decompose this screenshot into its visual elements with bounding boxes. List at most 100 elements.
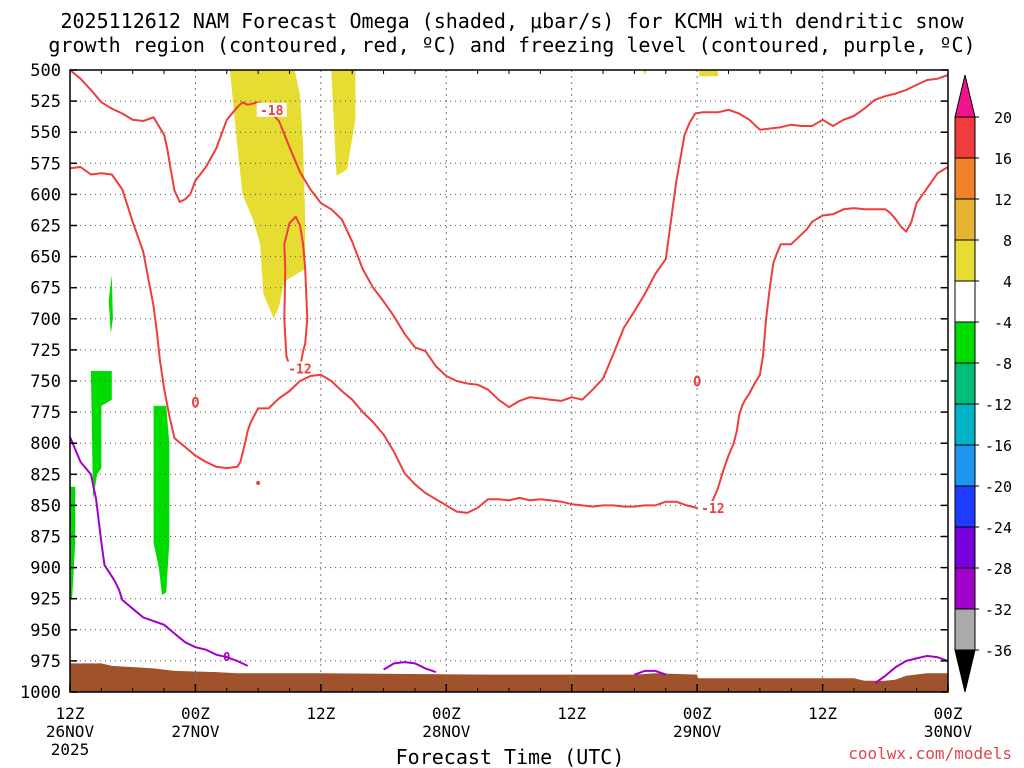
dgz-contour-1 bbox=[283, 215, 309, 370]
omega-region-2 bbox=[699, 70, 718, 77]
dgz-label-backdrop-0 bbox=[256, 102, 287, 117]
freezing-level-contour-0 bbox=[69, 436, 249, 667]
dgz-small-ring-0 bbox=[191, 396, 199, 408]
colorbar-label-3: 8 bbox=[1003, 232, 1012, 250]
y-tick-label-11: 775 bbox=[30, 403, 61, 423]
y-tick-label-3: 575 bbox=[30, 154, 61, 174]
colorbar-legend: 20 16 12 8 4 -4 -8 -12 -16 -20 -24 -28 -32 -36 bbox=[954, 74, 1012, 693]
dgz-contour-2 bbox=[69, 166, 949, 514]
dgz-contour-label-0: -18 bbox=[260, 104, 284, 119]
colorbar-bin-4 bbox=[954, 280, 976, 323]
colorbar-label-9: -20 bbox=[985, 478, 1012, 496]
x-tick-label-0-line3: 2025 bbox=[51, 740, 90, 759]
colorbar-bin-2 bbox=[954, 198, 976, 241]
colorbar-label-10: -24 bbox=[985, 519, 1012, 537]
colorbar-bin-6 bbox=[954, 362, 976, 405]
colorbar-bin-0 bbox=[954, 116, 976, 159]
y-tick-label-7: 675 bbox=[30, 279, 61, 299]
colorbar-label-6: -8 bbox=[994, 355, 1012, 373]
omega-region-1 bbox=[331, 70, 356, 176]
y-tick-label-4: 600 bbox=[30, 185, 61, 205]
x-tick-label-3-line2: 28NOV bbox=[422, 722, 471, 741]
dgz-contour-0 bbox=[69, 69, 949, 409]
y-tick-label-13: 825 bbox=[30, 465, 61, 485]
freezing-level-contour-2 bbox=[634, 669, 667, 676]
plot-area: 0 -18 -12 -12 bbox=[69, 69, 949, 693]
x-tick-label-5-line1: 00Z bbox=[683, 704, 712, 723]
y-tick-label-14: 850 bbox=[30, 496, 61, 516]
colorbar-label-4: 4 bbox=[1003, 273, 1012, 291]
x-tick-label-7-line2: 30NOV bbox=[924, 722, 973, 741]
chart-title-line1: 2025112612 NAM Forecast Omega (shaded, μ… bbox=[60, 9, 964, 33]
colorbar-bin-8 bbox=[954, 444, 976, 487]
colorbar-bin-3 bbox=[954, 239, 976, 282]
y-tick-label-19: 975 bbox=[30, 652, 61, 672]
colorbar-label-8: -16 bbox=[985, 437, 1012, 455]
dgz-label-backdrop-2 bbox=[697, 500, 728, 515]
y-tick-label-18: 950 bbox=[30, 621, 61, 641]
x-tick-label-3-line1: 00Z bbox=[432, 704, 461, 723]
y-tick-label-2: 550 bbox=[30, 123, 61, 143]
colorbar-underflow-bottom bbox=[954, 649, 976, 693]
colorbar-bin-10 bbox=[954, 526, 976, 569]
colorbar-label-7: -12 bbox=[985, 396, 1012, 414]
y-tick-label-10: 750 bbox=[30, 372, 61, 392]
freezing-level-contour-3 bbox=[874, 654, 949, 685]
x-tick-label-5-line2: 29NOV bbox=[673, 722, 722, 741]
omega-region-4 bbox=[108, 275, 113, 334]
x-tick-label-6-line1: 12Z bbox=[808, 704, 837, 723]
colorbar-bin-5 bbox=[954, 321, 976, 364]
omega-region-6 bbox=[153, 405, 170, 595]
y-tick-label-20: 1000 bbox=[20, 683, 61, 703]
colorbar-overflow-top bbox=[954, 74, 976, 118]
y-tick-label-5: 625 bbox=[30, 217, 61, 237]
x-tick-label-7-line1: 00Z bbox=[934, 704, 963, 723]
x-tick-label-4-line1: 12Z bbox=[557, 704, 586, 723]
colorbar-bin-9 bbox=[954, 485, 976, 528]
y-tick-label-6: 650 bbox=[30, 248, 61, 268]
y-tick-label-15: 875 bbox=[30, 528, 61, 548]
terrain-surface bbox=[70, 663, 948, 692]
dgz-contour-label-2: -12 bbox=[701, 502, 724, 517]
dgz-label-backdrop-1 bbox=[284, 361, 315, 376]
credit-text: coolwx.com/models bbox=[848, 744, 1012, 763]
y-tick-label-9: 725 bbox=[30, 341, 61, 361]
x-tick-label-1-line2: 27NOV bbox=[171, 722, 220, 741]
colorbar-label-12: -32 bbox=[985, 601, 1012, 619]
colorbar-label-13: -36 bbox=[985, 642, 1012, 660]
y-tick-label-0: 500 bbox=[30, 61, 61, 81]
y-axis: 500 525 550 575 600 625 650 675 700 725 750 775 800 8… bbox=[20, 61, 948, 703]
y-tick-label-12: 800 bbox=[30, 434, 61, 454]
omega-region-7 bbox=[70, 486, 76, 599]
x-axis-title: Forecast Time (UTC) bbox=[396, 745, 625, 768]
colorbar-label-1: 16 bbox=[994, 150, 1012, 168]
y-tick-label-8: 700 bbox=[30, 310, 61, 330]
dgz-small-ring-1 bbox=[693, 375, 701, 387]
plot-frame bbox=[69, 69, 949, 693]
colorbar-bin-1 bbox=[954, 157, 976, 200]
x-tick-label-2-line1: 12Z bbox=[306, 704, 335, 723]
omega-region-0 bbox=[229, 70, 306, 319]
dgz-contour-label-1: -12 bbox=[288, 363, 311, 378]
dgz-dot bbox=[256, 481, 261, 486]
colorbar-label-11: -28 bbox=[985, 560, 1012, 578]
y-tick-label-16: 900 bbox=[30, 559, 61, 579]
colorbar-bin-11 bbox=[954, 567, 976, 610]
y-tick-label-1: 525 bbox=[30, 92, 61, 112]
freezing-level-label-0: 0 bbox=[223, 650, 230, 664]
x-tick-label-0-line1: 12Z bbox=[56, 704, 85, 723]
chart-title-line2: growth region (contoured, red, ºC) and f… bbox=[48, 33, 975, 57]
colorbar-label-2: 12 bbox=[994, 191, 1012, 209]
colorbar-label-5: -4 bbox=[994, 314, 1012, 332]
colorbar-bin-12 bbox=[954, 608, 976, 651]
freezing-level-contour-1 bbox=[383, 661, 437, 674]
x-tick-label-1-line1: 00Z bbox=[181, 704, 210, 723]
y-tick-label-17: 925 bbox=[30, 590, 61, 610]
colorbar-bin-7 bbox=[954, 403, 976, 446]
x-tick-label-0-line2: 26NOV bbox=[46, 722, 95, 741]
omega-region-3 bbox=[642, 70, 647, 75]
omega-region-5 bbox=[90, 371, 112, 500]
colorbar-label-0: 20 bbox=[994, 109, 1012, 127]
